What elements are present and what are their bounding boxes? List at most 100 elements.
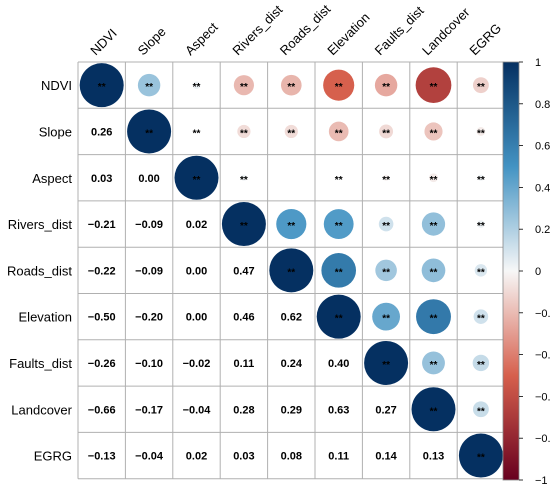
correlation-value: 0.00 bbox=[186, 312, 207, 324]
correlation-value: −0.50 bbox=[88, 312, 116, 324]
correlation-circle bbox=[364, 340, 409, 385]
correlation-circle bbox=[174, 155, 219, 200]
significance-mark: ** bbox=[193, 128, 201, 139]
correlation-value: 0.63 bbox=[328, 404, 349, 416]
correlation-circle bbox=[192, 81, 201, 89]
correlation-value: 0.46 bbox=[233, 312, 254, 324]
correlation-value: −0.10 bbox=[135, 358, 163, 370]
correlation-circle bbox=[382, 174, 390, 181]
significance-mark: ** bbox=[382, 360, 390, 371]
correlation-circle bbox=[240, 174, 248, 181]
significance-mark: ** bbox=[145, 82, 153, 93]
correlation-circle bbox=[424, 122, 443, 141]
column-label: Slope bbox=[135, 24, 169, 58]
column-label: Elevation bbox=[324, 10, 372, 58]
correlation-circle bbox=[472, 77, 489, 94]
significance-mark: ** bbox=[335, 128, 343, 139]
correlation-circle bbox=[421, 212, 446, 236]
significance-mark: ** bbox=[382, 128, 390, 139]
significance-mark: ** bbox=[430, 314, 438, 325]
correlation-circle bbox=[474, 264, 488, 277]
significance-mark: ** bbox=[98, 82, 106, 93]
correlation-circle bbox=[476, 127, 486, 136]
significance-mark: ** bbox=[477, 175, 485, 186]
significance-mark: ** bbox=[335, 267, 343, 278]
correlation-value: 0.62 bbox=[281, 312, 302, 324]
significance-mark: ** bbox=[287, 221, 295, 232]
correlation-circle bbox=[280, 74, 302, 96]
correlation-value: 0.03 bbox=[233, 451, 254, 463]
correlation-circle bbox=[137, 73, 161, 97]
significance-mark: ** bbox=[477, 360, 485, 371]
colorbar-tick-label: −0.8 bbox=[535, 433, 550, 445]
correlation-value: −0.21 bbox=[88, 219, 116, 231]
correlation-value: 0.47 bbox=[233, 265, 254, 277]
correlation-circle bbox=[221, 202, 266, 247]
row-label: Faults_dist bbox=[9, 356, 72, 371]
correlation-circle bbox=[472, 354, 490, 372]
row-label: Elevation bbox=[19, 310, 72, 325]
correlation-circle bbox=[321, 253, 357, 288]
column-label: Landcover bbox=[419, 4, 473, 58]
correlation-circle bbox=[372, 302, 401, 331]
correlation-circle bbox=[421, 258, 446, 283]
colorbar-tick-label: 0 bbox=[535, 266, 541, 278]
colorbar-tick-label: 0.4 bbox=[535, 182, 550, 194]
correlation-circle bbox=[328, 121, 349, 142]
colorbar-tick-label: 0.6 bbox=[535, 141, 550, 153]
significance-mark: ** bbox=[477, 128, 485, 139]
correlation-circle bbox=[473, 309, 489, 324]
row-label: Roads_dist bbox=[7, 263, 72, 278]
significance-mark: ** bbox=[145, 128, 153, 139]
significance-mark: ** bbox=[193, 175, 201, 186]
correlation-value: 0.11 bbox=[328, 451, 349, 463]
significance-mark: ** bbox=[382, 82, 390, 93]
correlation-value: 0.02 bbox=[186, 451, 207, 463]
correlation-circle bbox=[284, 124, 298, 139]
row-label: Aspect bbox=[32, 171, 72, 186]
correlation-value: −0.04 bbox=[135, 451, 164, 463]
significance-mark: ** bbox=[382, 314, 390, 325]
significance-mark: ** bbox=[382, 175, 390, 186]
significance-mark: ** bbox=[430, 82, 438, 93]
significance-mark: ** bbox=[240, 82, 248, 93]
correlation-value: 0.24 bbox=[281, 358, 303, 370]
significance-mark: ** bbox=[477, 221, 485, 232]
column-label: EGRG bbox=[466, 20, 504, 58]
significance-mark: ** bbox=[193, 82, 201, 93]
significance-mark: ** bbox=[430, 221, 438, 232]
column-label: NDVI bbox=[87, 26, 120, 59]
significance-mark: ** bbox=[240, 175, 248, 186]
column-label: Rivers_dist bbox=[229, 2, 285, 58]
significance-mark: ** bbox=[477, 314, 485, 325]
significance-mark: ** bbox=[430, 175, 438, 186]
correlation-value: 0.26 bbox=[91, 126, 112, 138]
significance-mark: ** bbox=[477, 453, 485, 464]
correlation-value: 0.28 bbox=[233, 404, 254, 416]
correlation-value: 0.08 bbox=[281, 451, 302, 463]
significance-mark: ** bbox=[335, 175, 343, 186]
correlation-circle bbox=[472, 401, 489, 418]
correlation-circle bbox=[375, 259, 397, 282]
significance-mark: ** bbox=[240, 221, 248, 232]
significance-mark: ** bbox=[335, 82, 343, 93]
correlation-circle bbox=[276, 208, 307, 240]
correlation-circle bbox=[429, 173, 438, 183]
correlation-value: 0.00 bbox=[138, 173, 159, 185]
correlation-value: −0.09 bbox=[135, 265, 163, 277]
correlation-value: 0.14 bbox=[375, 451, 397, 463]
correlation-value: 0.13 bbox=[423, 451, 444, 463]
colorbar-tick-label: 0.2 bbox=[535, 224, 550, 236]
significance-mark: ** bbox=[477, 82, 485, 93]
colorbar-tick-label: 1 bbox=[535, 57, 541, 69]
correlation-circle bbox=[458, 433, 503, 478]
column-label: Faults_dist bbox=[372, 3, 427, 58]
correlation-circle bbox=[374, 73, 398, 97]
significance-mark: ** bbox=[477, 406, 485, 417]
significance-mark: ** bbox=[382, 267, 390, 278]
significance-mark: ** bbox=[477, 267, 485, 278]
colorbar-tick-label: −0.2 bbox=[535, 308, 550, 320]
correlation-circle bbox=[422, 351, 445, 375]
colorbar-tick-label: 0.8 bbox=[535, 99, 550, 111]
